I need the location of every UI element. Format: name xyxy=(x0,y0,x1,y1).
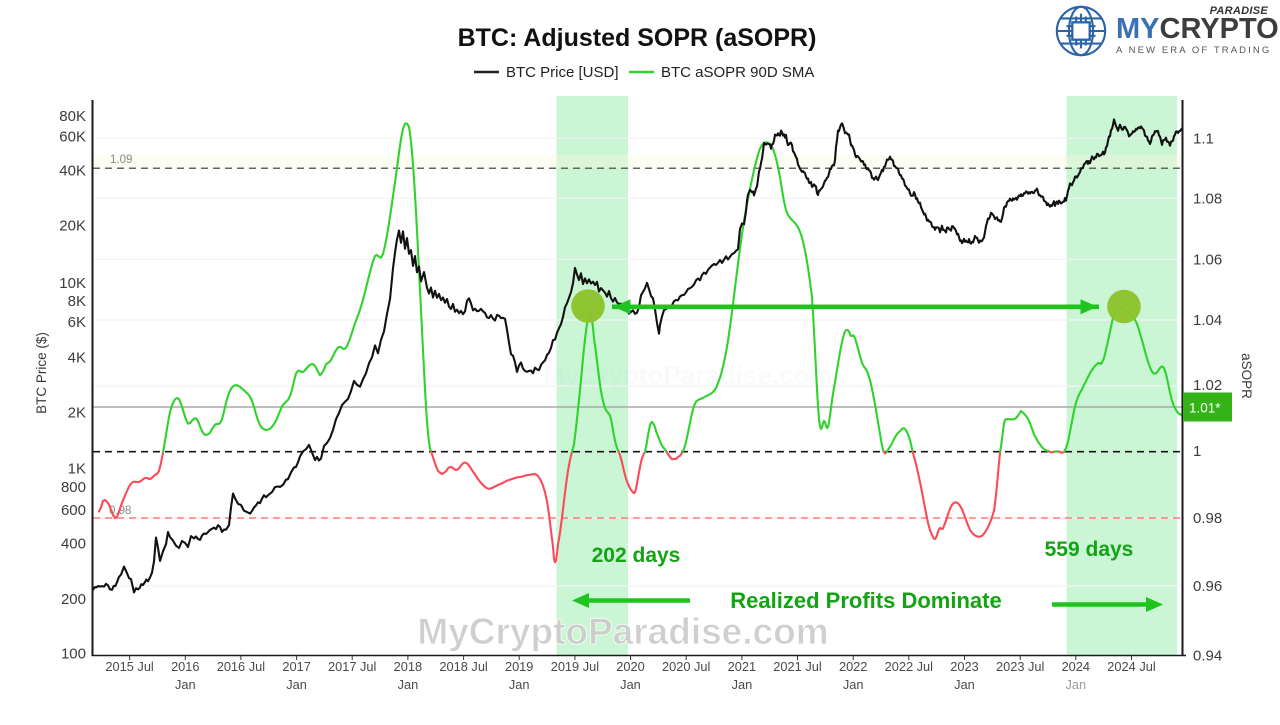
svg-text:BTC Price ($): BTC Price ($) xyxy=(34,332,49,414)
svg-text:2016 Jul: 2016 Jul xyxy=(217,659,265,674)
svg-text:2022: 2022 xyxy=(839,659,867,674)
svg-text:MyCryptoParadise.com: MyCryptoParadise.com xyxy=(544,360,833,390)
svg-text:20K: 20K xyxy=(59,218,86,235)
svg-text:BTC Price [USD]: BTC Price [USD] xyxy=(506,64,619,81)
svg-text:Jan: Jan xyxy=(620,677,641,692)
svg-text:2018 Jul: 2018 Jul xyxy=(439,659,487,674)
svg-text:80K: 80K xyxy=(59,108,86,125)
svg-text:Jan: Jan xyxy=(509,677,530,692)
svg-text:600: 600 xyxy=(61,502,86,519)
svg-text:2017 Jul: 2017 Jul xyxy=(328,659,376,674)
svg-text:2022 Jul: 2022 Jul xyxy=(885,659,933,674)
svg-text:Jan: Jan xyxy=(175,677,196,692)
svg-text:2020 Jul: 2020 Jul xyxy=(662,659,710,674)
svg-text:1: 1 xyxy=(1193,443,1201,460)
svg-text:2K: 2K xyxy=(68,405,86,422)
svg-text:2019 Jul: 2019 Jul xyxy=(551,659,599,674)
svg-text:0.96: 0.96 xyxy=(1193,578,1222,595)
svg-text:2017: 2017 xyxy=(282,659,310,674)
svg-text:MyCryptoParadise.com: MyCryptoParadise.com xyxy=(417,611,828,652)
svg-text:1.01*: 1.01* xyxy=(1189,401,1221,416)
svg-text:2024 Jul: 2024 Jul xyxy=(1107,659,1155,674)
svg-text:2024: 2024 xyxy=(1062,659,1090,674)
svg-text:2016: 2016 xyxy=(171,659,199,674)
svg-text:1.08: 1.08 xyxy=(1193,190,1222,207)
svg-text:202 days: 202 days xyxy=(592,544,681,567)
svg-text:1.06: 1.06 xyxy=(1193,251,1222,268)
svg-text:400: 400 xyxy=(61,536,86,553)
svg-text:2020: 2020 xyxy=(616,659,644,674)
svg-text:2015 Jul: 2015 Jul xyxy=(105,659,153,674)
svg-text:1.02: 1.02 xyxy=(1193,377,1222,394)
svg-text:6K: 6K xyxy=(68,314,86,331)
svg-text:Jan: Jan xyxy=(954,677,975,692)
svg-text:2023: 2023 xyxy=(950,659,978,674)
svg-text:60K: 60K xyxy=(59,128,86,145)
svg-text:2018: 2018 xyxy=(394,659,422,674)
svg-text:2023 Jul: 2023 Jul xyxy=(996,659,1044,674)
svg-text:40K: 40K xyxy=(59,162,86,179)
svg-text:Jan: Jan xyxy=(286,677,307,692)
svg-text:aSOPR: aSOPR xyxy=(1239,353,1254,399)
svg-text:1.04: 1.04 xyxy=(1193,312,1222,329)
svg-text:Jan: Jan xyxy=(1065,677,1086,692)
svg-text:1.1: 1.1 xyxy=(1193,130,1214,147)
svg-text:Jan: Jan xyxy=(398,677,419,692)
svg-text:2021 Jul: 2021 Jul xyxy=(773,659,821,674)
svg-text:Jan: Jan xyxy=(732,677,753,692)
svg-text:BTC: Adjusted SOPR (aSOPR): BTC: Adjusted SOPR (aSOPR) xyxy=(458,24,817,52)
svg-text:4K: 4K xyxy=(68,349,86,366)
svg-text:1K: 1K xyxy=(68,461,86,478)
svg-text:2019: 2019 xyxy=(505,659,533,674)
svg-text:BTC aSOPR 90D SMA: BTC aSOPR 90D SMA xyxy=(661,64,814,81)
svg-text:Jan: Jan xyxy=(843,677,864,692)
svg-text:Realized Profits Dominate: Realized Profits Dominate xyxy=(730,588,1001,613)
svg-text:2021: 2021 xyxy=(728,659,756,674)
svg-text:100: 100 xyxy=(61,645,86,662)
svg-text:200: 200 xyxy=(61,591,86,608)
svg-text:10K: 10K xyxy=(59,275,86,292)
svg-text:0.98: 0.98 xyxy=(1193,510,1222,527)
svg-text:559 days: 559 days xyxy=(1045,538,1134,561)
svg-text:1.09: 1.09 xyxy=(110,154,132,166)
svg-text:8K: 8K xyxy=(68,293,86,310)
svg-text:0.94: 0.94 xyxy=(1193,647,1222,664)
svg-text:800: 800 xyxy=(61,479,86,496)
